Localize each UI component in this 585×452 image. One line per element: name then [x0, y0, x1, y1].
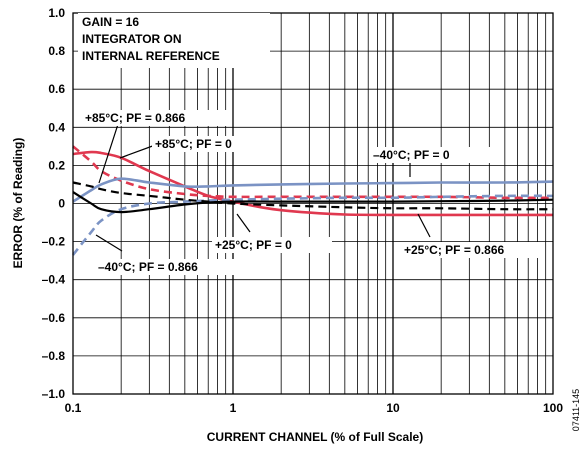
y-tick-label: –0.2 — [42, 235, 66, 249]
x-axis-title: CURRENT CHANNEL (% of Full Scale) — [207, 430, 423, 444]
x-tick-label: 1 — [230, 401, 237, 415]
y-tick-label: 1.0 — [48, 6, 65, 20]
annotation-label: +25°C; PF = 0.866 — [404, 243, 505, 257]
x-tick-label: 100 — [543, 401, 563, 415]
figure-id: 07411-145 — [571, 389, 581, 431]
annotation-bg — [212, 237, 332, 253]
y-tick-label: –0.8 — [42, 349, 66, 363]
series-line-40-c-pf-0-866 — [71, 194, 554, 256]
annotation-leader — [95, 234, 123, 252]
condition-gain: GAIN = 16 — [82, 15, 139, 29]
annotation-bg — [401, 242, 543, 258]
annotation-bg — [82, 110, 230, 126]
y-axis-title: ERROR (% of Reading) — [11, 138, 25, 269]
annotation-label: –40°C; PF = 0.866 — [98, 260, 198, 274]
annotation-leader — [98, 117, 121, 184]
annotation-label: –40°C; PF = 0 — [373, 148, 450, 162]
annotation-label: +85°C; PF = 0.866 — [85, 111, 186, 125]
annotation-label: +25°C; PF = 0 — [215, 238, 292, 252]
series-lines — [71, 145, 554, 256]
annotation-leader — [119, 143, 159, 159]
plot-frame — [72, 12, 554, 395]
annotation-bg — [370, 147, 490, 163]
y-tick-label: 0.4 — [48, 120, 65, 134]
condition-integrator: INTEGRATOR ON — [82, 32, 182, 46]
y-tick-label: 0.6 — [48, 82, 65, 96]
y-tick-label: 0 — [58, 197, 65, 211]
y-tick-label: –0.4 — [42, 273, 66, 287]
x-tick-label: 0.1 — [65, 401, 82, 415]
annotation-bg — [95, 259, 237, 275]
y-tick-label: –0.6 — [42, 311, 66, 325]
annotation-label: +85°C; PF = 0 — [155, 137, 232, 151]
annotation-leader — [236, 213, 251, 233]
x-tick-label: 10 — [386, 401, 400, 415]
annotation-labels: +85°C; PF = 0.866 +85°C; PF = 0 –40°C; PF … — [82, 110, 543, 275]
annotation-leader — [417, 213, 431, 238]
condition-reference: INTERNAL REFERENCE — [82, 49, 220, 63]
conditions-box: GAIN = 16 INTEGRATOR ON INTERNAL REFEREN… — [78, 13, 270, 68]
series-line-40-c-pf-0 — [72, 177, 554, 203]
annotation-bg — [152, 136, 272, 152]
y-tick-label: –1.0 — [42, 387, 66, 401]
annotation-leaders — [95, 117, 431, 252]
series-line-25-c-pf-0-866 — [72, 181, 554, 211]
y-tick-label: 0.2 — [48, 158, 65, 172]
y-tick-label: 0.8 — [48, 44, 65, 58]
